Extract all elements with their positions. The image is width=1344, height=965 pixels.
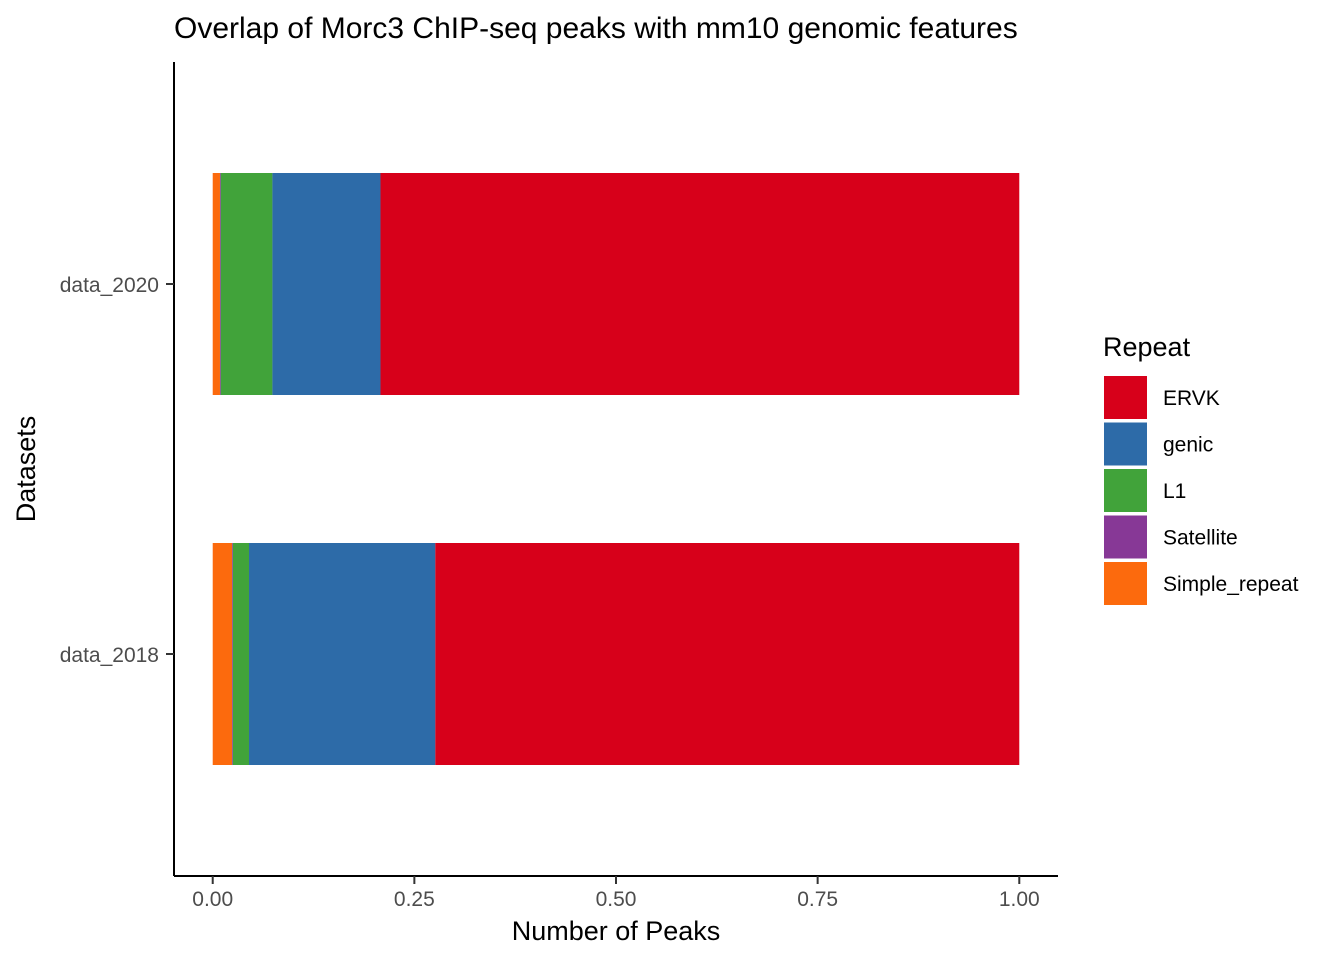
y-axis-label: Datasets [11,416,41,523]
bar-data_2020-genic [272,173,381,395]
legend-label-genic: genic [1163,434,1213,457]
x-tick-label: 0.00 [192,888,233,911]
x-tick-label: 1.00 [999,888,1040,911]
legend-label-l1: L1 [1163,480,1186,503]
bar-data_2020-satellite [219,173,221,395]
bar-data_2020-simple-repeat [212,173,220,395]
legend-label-simple-repeat: Simple_repeat [1163,573,1299,596]
legend-label-ervk: ERVK [1163,387,1220,410]
bar-data_2018-genic [249,543,436,765]
legend-key-satellite [1104,515,1147,559]
legend-label-satellite: Satellite [1163,527,1238,550]
bar-data_2018-l1 [232,543,250,765]
legend-title: Repeat [1103,332,1191,362]
chart-title: Overlap of Morc3 ChIP-seq peaks with mm1… [174,12,1018,45]
x-tick-label: 0.50 [596,888,637,911]
bars-layer [212,173,1020,765]
bar-data_2018-satellite [232,543,233,765]
bar-data_2020-ervk [380,173,1020,395]
x-tick-label: 0.75 [797,888,838,911]
x-axis-label: Number of Peaks [512,916,721,946]
legend-key-l1 [1104,469,1147,512]
legend-key-ervk [1104,376,1147,419]
y-ticks: data_2020 data_2018 [60,274,174,667]
x-tick-label: 0.25 [394,888,435,911]
bar-data_2018-simple-repeat [212,543,233,765]
y-tick-label: data_2020 [60,274,159,297]
legend-key-genic [1104,422,1147,466]
bar-data_2018-ervk [435,543,1020,765]
y-tick-label: data_2018 [60,644,159,667]
legend-key-simple-repeat [1104,562,1147,605]
bar-data_2020-l1 [220,173,273,395]
x-ticks: 0.00 0.25 0.50 0.75 1.00 [192,876,1040,911]
legend: ERVK genic L1 Satellite Simple_repeat [1104,376,1299,605]
